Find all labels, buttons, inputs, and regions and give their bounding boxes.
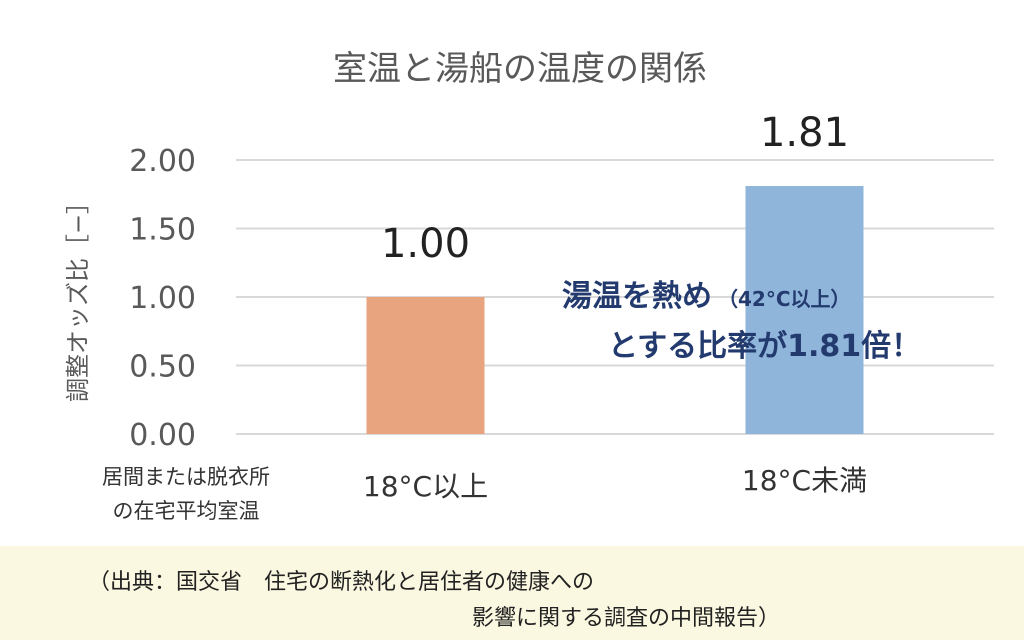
y-axis-ticks: 0.00 0.50 1.00 1.50 2.00: [129, 144, 196, 453]
y-tick-label: 1.00: [129, 281, 196, 316]
data-label: 1.81: [760, 110, 849, 156]
y-tick-label: 0.00: [129, 418, 196, 453]
bar: [366, 297, 485, 434]
y-tick-label: 0.50: [129, 350, 196, 385]
data-label: 1.00: [381, 221, 470, 267]
source-line2: 影響に関する調査の中間報告）: [472, 606, 781, 631]
data-labels: 1.00 1.81: [381, 110, 849, 267]
category-label: 18°C未満: [742, 464, 867, 497]
category-labels: 18°C以上 18°C未満: [363, 464, 867, 503]
x-axis-title-line2: の在宅平均室温: [113, 499, 260, 523]
bars: [366, 186, 864, 434]
annotation-sub: （42°C以上）: [718, 287, 851, 311]
y-tick-label: 1.50: [129, 213, 196, 248]
chart-title: 室温と湯船の温度の関係: [333, 49, 707, 89]
y-tick-label: 2.00: [129, 144, 196, 179]
annotation-line1: 湯温を熱め （42°C以上）: [562, 279, 851, 314]
bar: [745, 186, 864, 434]
annotation-main: 湯温を熱め: [562, 279, 712, 314]
source-panel: （出典：国交省 住宅の断熱化と居住者の健康への 影響に関する調査の中間報告）: [0, 546, 1024, 640]
source-line1: （出典：国交省 住宅の断熱化と居住者の健康への: [88, 570, 595, 595]
bar-chart: 室温と湯船の温度の関係 調整オッズ比［−］ 0.00 0.50 1.00 1.50 2.…: [64, 49, 994, 523]
category-label: 18°C以上: [363, 470, 488, 503]
annotation-line2: とする比率が1.81倍！: [608, 329, 921, 364]
y-axis-title: 調整オッズ比［−］: [64, 190, 92, 402]
x-axis-title-line1: 居間または脱衣所: [102, 465, 270, 489]
gridlines: [236, 159, 994, 435]
